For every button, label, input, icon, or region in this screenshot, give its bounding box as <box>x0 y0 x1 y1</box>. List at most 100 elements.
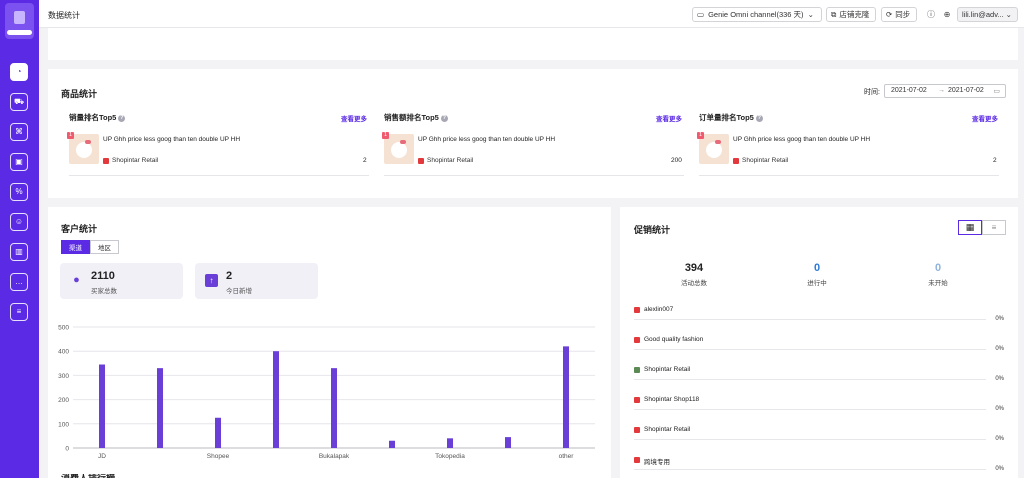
divider <box>384 175 684 176</box>
chevron-down-icon: ⌄ <box>1005 10 1012 19</box>
chat-icon[interactable]: … <box>10 273 28 291</box>
store-clone-button[interactable]: ⧉ 店铺克隆 <box>826 7 876 22</box>
customer-channel-chart: 0 100 200 300 400 500 JD Shopee Bukalapak Tokoped… <box>58 325 595 460</box>
channel-label: Genie Omni channel(336 天) <box>708 10 804 19</box>
shop-name: Shopintar Retail <box>112 157 159 164</box>
top-bar: 数据统计 ▭ Genie Omni channel(336 天) ⌄ ⧉ 店铺克… <box>39 0 1024 28</box>
promo-shop-row: Shopintar Shop118 0% <box>634 394 1004 418</box>
sidebar: ◔ ⛟ ⌘ ▣ % ☺ ▥ … ≡ <box>0 0 39 478</box>
promo-total: 394 活动总数 <box>664 262 724 287</box>
globe-icon[interactable]: ⊕ <box>943 9 951 19</box>
promo-shop-name: Shopintar Shop118 <box>644 396 700 403</box>
info-icon[interactable]: ? <box>440 114 448 122</box>
page-title: 数据统计 <box>48 11 80 20</box>
shop-icon <box>634 457 640 463</box>
shop-name: Shopintar Retail <box>742 157 789 164</box>
customer-stats-title: 客户统计 <box>61 224 98 234</box>
shop-icon <box>634 427 640 433</box>
view-more-link[interactable]: 查看更多 <box>341 116 367 123</box>
user-menu[interactable]: lili.lin@adv... ⌄ <box>957 7 1018 22</box>
kpi-total-buyers: ● 2110 买家总数 <box>60 263 183 299</box>
chart-bar <box>447 438 453 448</box>
product-thumbnail[interactable] <box>69 134 99 164</box>
kpi-new-today: ↑ 2 今日新增 <box>195 263 318 299</box>
calendar-icon: ▭ <box>697 10 705 19</box>
app-logo[interactable] <box>5 3 34 39</box>
org-chart-icon[interactable]: ⌘ <box>10 123 28 141</box>
promo-shop-row: Shopintar Retail 0% <box>634 424 1004 448</box>
y-tick-label: 200 <box>58 397 69 404</box>
customer-stats-card <box>48 207 611 478</box>
channel-select[interactable]: ▭ Genie Omni channel(336 天) ⌄ <box>692 7 822 22</box>
shop-icon <box>103 158 109 164</box>
promo-shop-pct: 0% <box>995 376 1004 382</box>
box-icon[interactable]: ▣ <box>10 153 28 171</box>
promo-total-label: 活动总数 <box>681 280 707 287</box>
tab-region[interactable]: 地区 <box>90 240 119 254</box>
shop-icon <box>418 158 424 164</box>
summary-card <box>48 28 1018 60</box>
product-image-bow <box>400 140 406 144</box>
promotion-stats-card <box>620 207 1018 478</box>
help-icon[interactable]: ⓘ <box>927 9 935 19</box>
list-view-toggle[interactable]: ≡ <box>982 220 1006 235</box>
x-tick-label: other <box>559 453 575 460</box>
divider <box>699 175 999 176</box>
promo-total-value: 394 <box>684 262 704 274</box>
divider <box>69 175 369 176</box>
shop-icon <box>634 367 640 373</box>
calendar-icon: ▭ <box>993 88 1000 95</box>
promo-ongoing-value: 0 <box>813 262 821 274</box>
product-name[interactable]: UP Ghh price less goog than ten double U… <box>418 136 556 143</box>
promo-shop-row: 跨境专用 0% <box>634 454 1004 478</box>
clone-icon: ⧉ <box>831 9 837 19</box>
shop-icon <box>634 397 640 403</box>
chart-bar <box>99 364 105 448</box>
date-from: 2021-07-02 <box>891 87 927 94</box>
kpi-value: 2 <box>226 270 233 282</box>
x-tick-label: Shopee <box>207 453 230 460</box>
product-thumbnail[interactable] <box>384 134 414 164</box>
list-icon: ≡ <box>991 222 997 232</box>
shop-name: Shopintar Retail <box>427 157 474 164</box>
date-range-picker[interactable]: 2021-07-02 → 2021-07-02 ▭ <box>884 84 1006 98</box>
sync-icon: ⟳ <box>886 10 893 19</box>
info-icon[interactable]: ? <box>118 114 126 122</box>
chevron-down-icon: ⌄ <box>807 10 814 19</box>
progress-track <box>634 439 986 440</box>
promo-shop-name: Good quality fashion <box>644 336 704 343</box>
product-image-bow <box>85 140 91 144</box>
dashboard-icon[interactable]: ◔ <box>10 63 28 81</box>
progress-track <box>634 319 986 320</box>
note-icon[interactable]: ≡ <box>10 303 28 321</box>
promo-shop-pct: 0% <box>995 436 1004 442</box>
percent-icon[interactable]: % <box>10 183 28 201</box>
bar-chart-icon[interactable]: ▥ <box>10 243 28 261</box>
info-icon[interactable]: ? <box>755 114 763 122</box>
sync-button[interactable]: ⟳ 同步 <box>881 7 917 22</box>
product-name[interactable]: UP Ghh price less goog than ten double U… <box>733 136 871 143</box>
product-stats-title: 商品统计 <box>61 89 98 99</box>
grid-icon: ▦ <box>965 222 975 232</box>
chart-bar <box>563 346 569 448</box>
users-icon[interactable]: ☺ <box>10 213 28 231</box>
tab-channel[interactable]: 渠道 <box>61 240 90 254</box>
logo-mark <box>14 11 25 24</box>
promo-shop-row: alexlin007 0% <box>634 304 1004 328</box>
chart-bar <box>505 437 511 448</box>
view-more-link[interactable]: 查看更多 <box>656 116 682 123</box>
kpi-label: 今日新增 <box>226 288 252 295</box>
progress-track <box>634 409 986 410</box>
promo-shop-pct: 0% <box>995 316 1004 322</box>
promo-shop-pct: 0% <box>995 406 1004 412</box>
y-tick-label: 0 <box>65 446 69 453</box>
promo-shop-name: Shopintar Retail <box>644 366 691 373</box>
view-more-link[interactable]: 查看更多 <box>972 116 998 123</box>
grid-view-toggle[interactable]: ▦ <box>958 220 982 235</box>
rank-badge: 1 <box>67 132 74 139</box>
sync-label: 同步 <box>895 10 911 19</box>
cart-icon[interactable]: ⛟ <box>10 93 28 111</box>
sales-volume-title: 销量排名Top5 <box>69 113 117 122</box>
product-name[interactable]: UP Ghh price less goog than ten double U… <box>103 136 241 143</box>
product-thumbnail[interactable] <box>699 134 729 164</box>
